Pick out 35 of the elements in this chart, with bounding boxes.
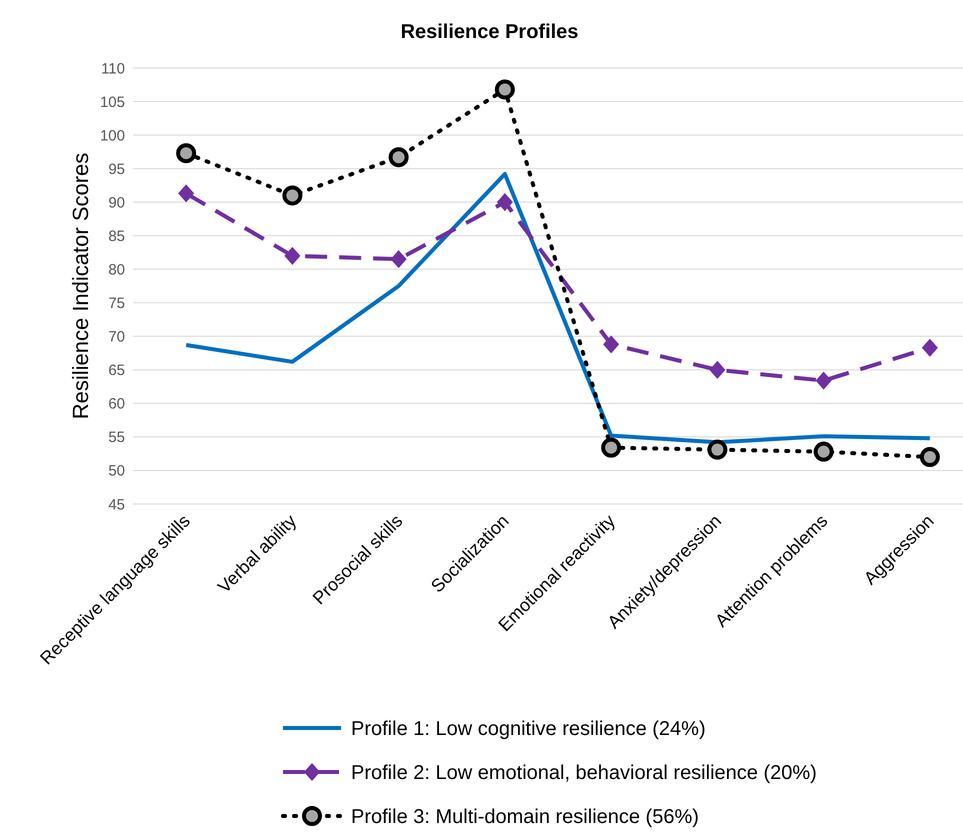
chart-title: Resilience Profiles xyxy=(400,21,578,43)
y-tick-label: 50 xyxy=(108,462,125,480)
legend-label: Profile 1: Low cognitive resilience (24%) xyxy=(351,718,706,740)
point xyxy=(176,143,196,164)
y-tick-label: 100 xyxy=(100,127,125,144)
y-tick-label: 70 xyxy=(108,328,125,346)
point xyxy=(388,147,409,168)
y-tick-label: 110 xyxy=(101,60,125,78)
y-tick-label: 80 xyxy=(108,261,125,278)
point xyxy=(920,447,940,468)
y-tick-label: 60 xyxy=(108,396,125,413)
point xyxy=(496,193,513,212)
point xyxy=(178,184,194,202)
legend-label: Profile 2: Low emotional, behavioral resilience (20%) xyxy=(351,762,817,784)
y-tick-label: 45 xyxy=(108,496,125,514)
point xyxy=(816,372,832,390)
point xyxy=(709,360,726,379)
y-tick-label: 90 xyxy=(108,194,125,212)
y-tick-label: 75 xyxy=(108,295,125,312)
point xyxy=(494,79,515,100)
point xyxy=(390,250,407,268)
point xyxy=(603,335,620,354)
point xyxy=(707,440,728,460)
y-tick-label: 105 xyxy=(100,94,125,111)
point xyxy=(284,246,300,265)
y-tick-label: 95 xyxy=(108,160,125,178)
point xyxy=(922,338,938,357)
y-tick-label: 65 xyxy=(108,362,125,380)
legend-label: Profile 3: Multi-domain resilience (56%) xyxy=(351,806,699,828)
y-tick-label: 55 xyxy=(108,429,125,446)
point xyxy=(282,185,302,206)
y-axis-title: Resilience Indicator Scores xyxy=(68,152,93,420)
y-tick-label: 85 xyxy=(108,228,125,245)
point xyxy=(601,438,622,458)
point xyxy=(814,442,834,462)
